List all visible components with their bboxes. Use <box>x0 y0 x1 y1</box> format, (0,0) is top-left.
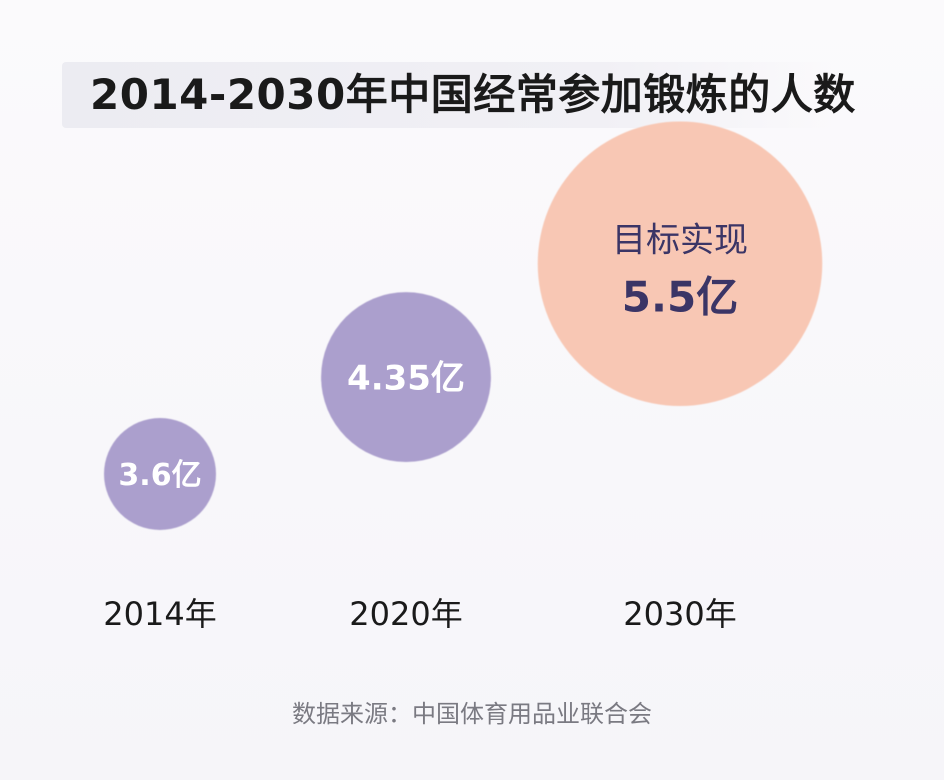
bubble-2014 <box>104 418 216 530</box>
year-tick-label: 2030年 <box>623 595 736 633</box>
bubble-2030-target <box>537 121 823 407</box>
title-band <box>62 62 832 128</box>
data-source-note: 数据来源：中国体育用品业联合会 <box>292 700 652 728</box>
bubble-annotation: 目标实现 <box>612 221 748 261</box>
year-tick-label: 2020年 <box>349 595 462 633</box>
bubble-value-label: 3.6亿 <box>118 458 201 493</box>
bubble-value-label: 4.35亿 <box>347 358 465 398</box>
bubble-2020 <box>321 292 491 463</box>
chart-title: 2014-2030年中国经常参加锻炼的人数 <box>90 70 856 119</box>
year-tick-label: 2014年 <box>103 595 216 633</box>
bubble-value-label: 5.5亿 <box>622 273 738 322</box>
